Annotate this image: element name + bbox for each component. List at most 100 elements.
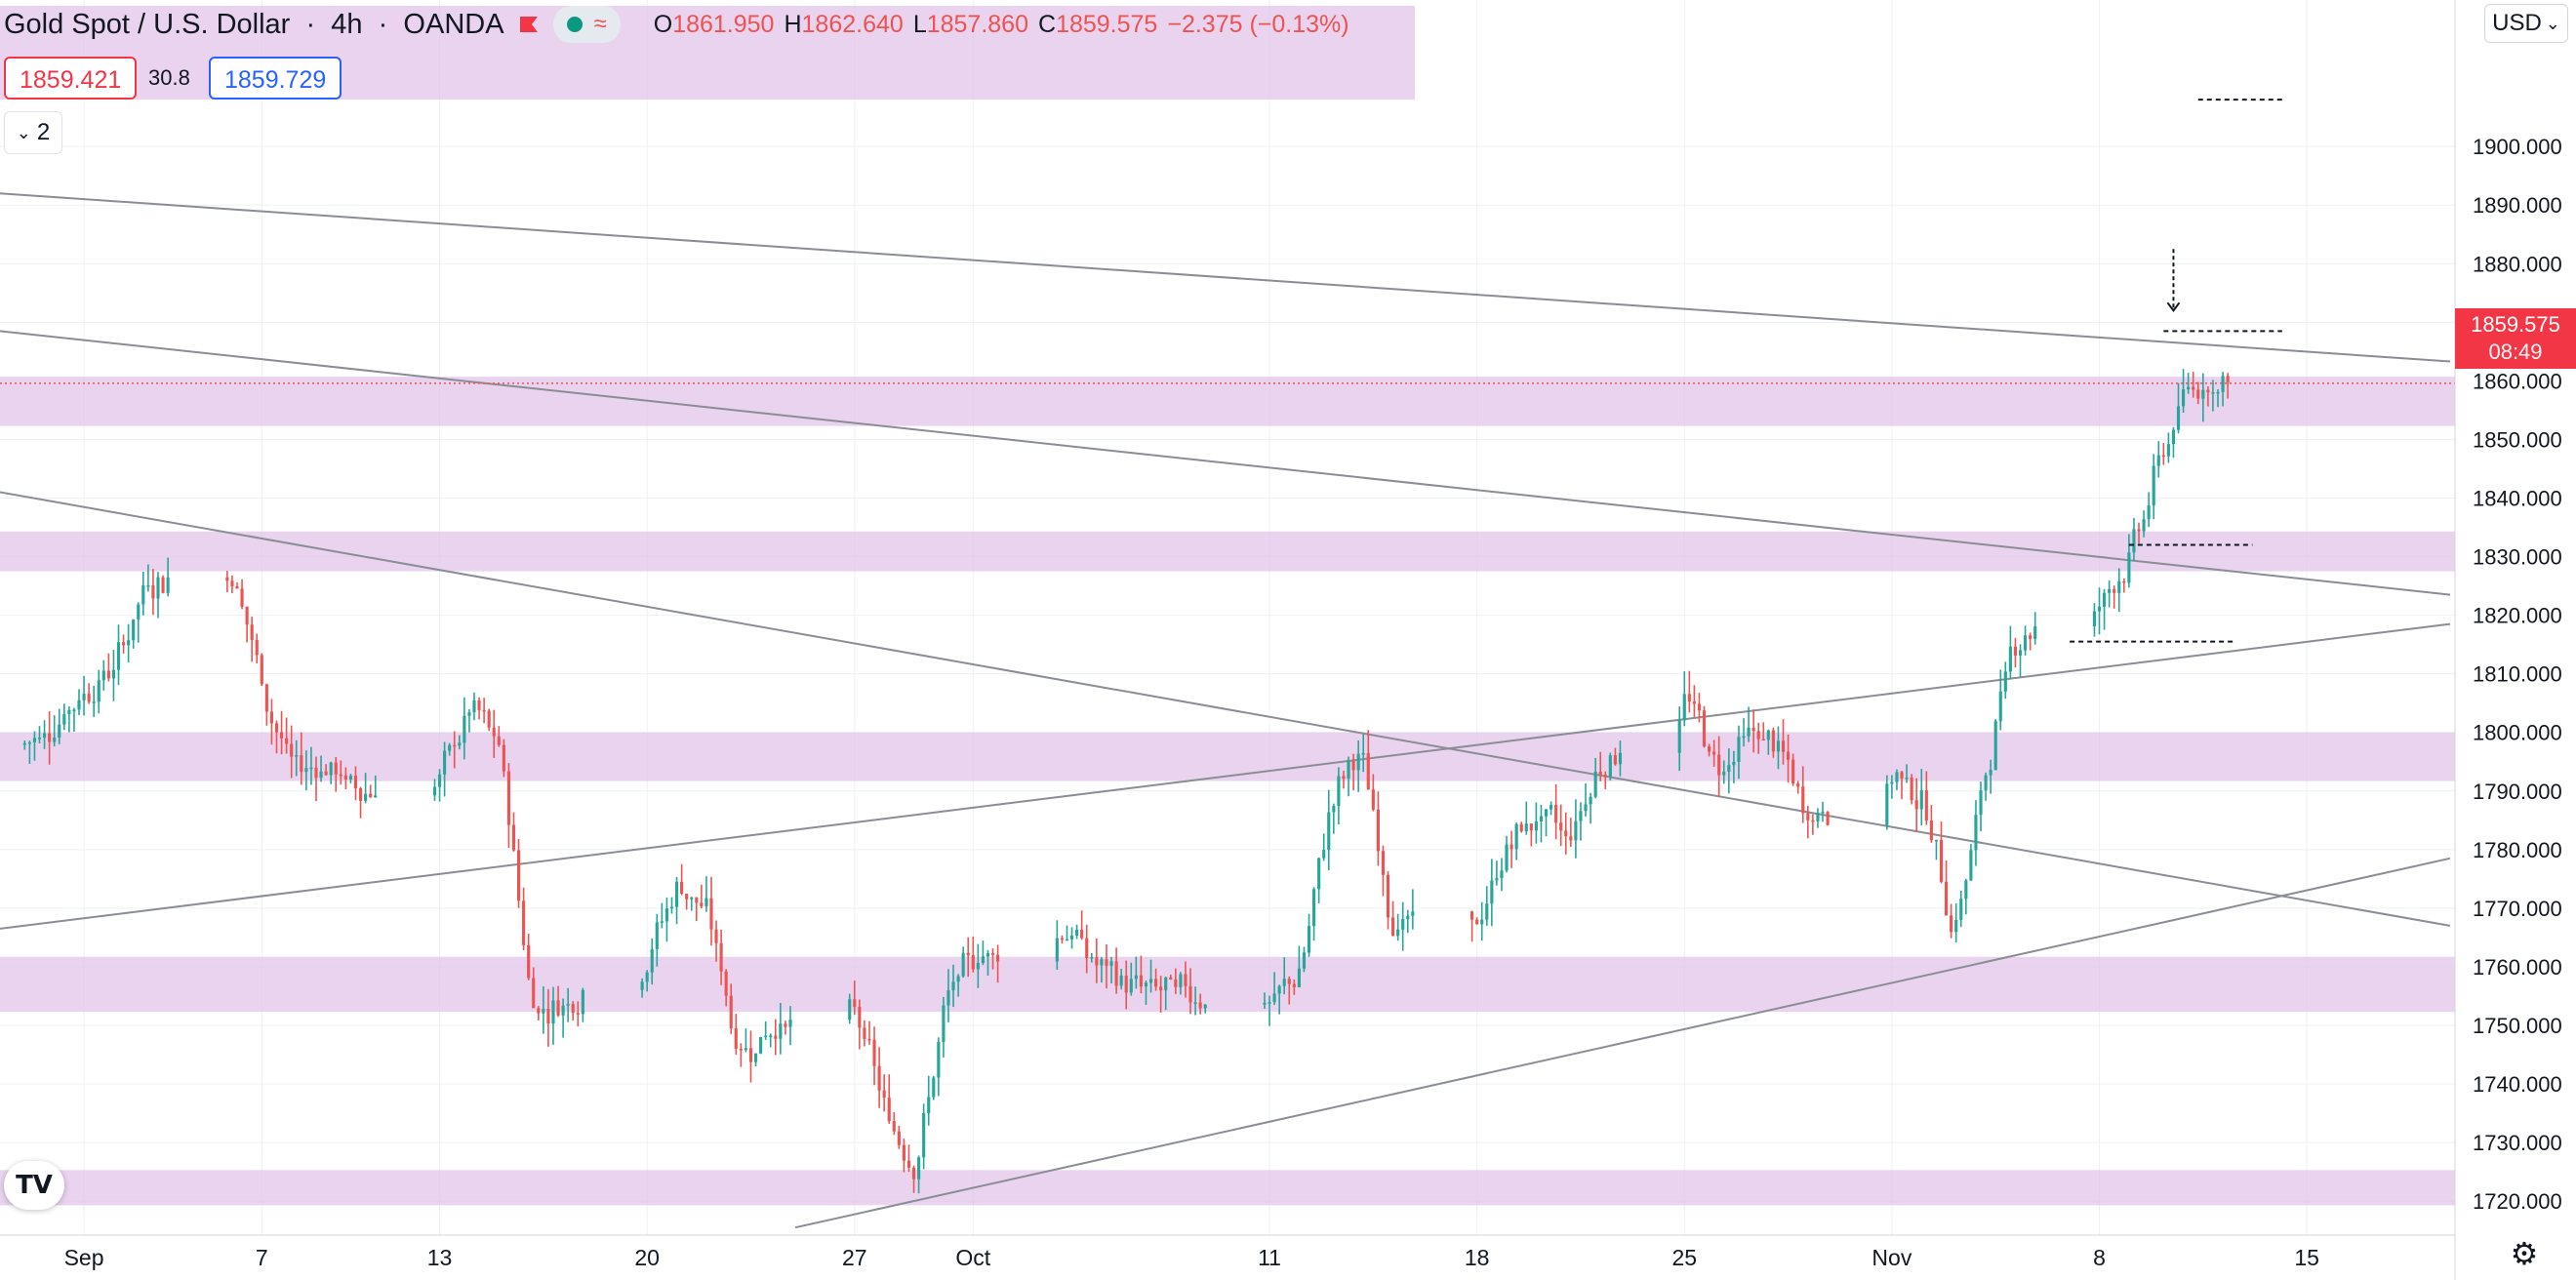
candle-body: [660, 921, 664, 923]
candle-body: [166, 577, 170, 593]
candle-body: [1124, 975, 1128, 993]
candle-body: [67, 709, 71, 715]
candle-body: [1055, 938, 1059, 962]
candle-body: [1776, 740, 1781, 752]
candle-body: [1371, 789, 1375, 810]
candle-body: [1732, 761, 1736, 766]
candle-body: [121, 642, 126, 646]
candle-body: [764, 1035, 768, 1038]
candle-body: [1702, 710, 1707, 747]
candle-body: [1307, 926, 1311, 953]
time-tick-label: Sep: [64, 1245, 104, 1270]
candle-body: [1129, 979, 1133, 993]
candle-body: [1708, 746, 1711, 752]
candle-body: [1924, 790, 1928, 820]
candle-body: [1287, 979, 1291, 984]
candle-body: [1969, 850, 1973, 881]
candle-body: [62, 714, 66, 725]
candle-body: [1322, 849, 1326, 859]
candle-body: [1766, 730, 1770, 740]
flag-icon[interactable]: [518, 15, 540, 34]
candle-body: [502, 744, 505, 772]
candle-body: [976, 962, 980, 970]
candle-body: [1100, 959, 1104, 966]
gear-icon[interactable]: ⚙: [2510, 1235, 2539, 1272]
candle-body: [1179, 974, 1183, 987]
candle-body: [1989, 770, 1992, 776]
candle-body: [1781, 740, 1786, 752]
open-label: O: [653, 10, 673, 38]
candle-body: [709, 898, 713, 930]
candle-body: [477, 700, 481, 710]
candle-body: [1687, 694, 1691, 702]
market-status-pill[interactable]: ≈: [552, 6, 621, 43]
price-tick-label: 1820.000: [2473, 604, 2562, 628]
candle-body: [853, 999, 857, 1007]
candle-body: [956, 976, 960, 982]
candle-body: [2192, 386, 2195, 390]
candle-body: [1550, 805, 1553, 810]
candle-body: [1692, 701, 1696, 704]
candle-body: [1712, 751, 1716, 755]
candle-body: [42, 733, 47, 739]
candle-body: [680, 881, 684, 895]
candle-body: [2142, 519, 2146, 532]
candle-body: [1085, 938, 1089, 959]
sell-button[interactable]: 1859.421: [4, 57, 138, 100]
candle-body: [1539, 816, 1544, 821]
candle-body: [714, 929, 718, 943]
candle-body: [788, 1020, 792, 1027]
time-tick-label: 13: [427, 1245, 453, 1270]
candle-body: [1500, 870, 1504, 879]
symbol-title[interactable]: Gold Spot / U.S. Dollar · 4h · OANDA: [4, 8, 504, 40]
price-zone: [0, 1170, 2455, 1206]
last-price-value: 1859.575: [2471, 312, 2560, 337]
candle-body: [492, 727, 496, 737]
candle-body: [863, 1027, 866, 1039]
candle-body: [561, 1005, 565, 1016]
low-value: 1857.860: [926, 10, 1028, 38]
candle-body: [1950, 915, 1953, 933]
candle-body: [290, 743, 294, 757]
candle-body: [2152, 465, 2155, 506]
candle-body: [2008, 646, 2012, 672]
candle-body: [700, 902, 704, 907]
candle-body: [1188, 985, 1192, 1003]
candle-body: [304, 768, 308, 773]
price-zone: [0, 377, 2455, 426]
candle-body: [343, 775, 347, 780]
time-tick-label: 18: [1465, 1245, 1490, 1270]
candle-body: [358, 788, 363, 801]
candle-body: [127, 640, 131, 646]
candlesticks: [22, 369, 2230, 1194]
candle-body: [932, 1077, 936, 1098]
candle-body: [1979, 790, 1983, 816]
candle-body: [1282, 979, 1286, 986]
price-tick-label: 1860.000: [2473, 369, 2562, 393]
symbol-name: Gold Spot / U.S. Dollar: [4, 8, 291, 40]
candle-body: [274, 723, 279, 733]
candle-body: [1198, 1002, 1202, 1009]
candle-body: [2201, 389, 2205, 399]
tradingview-logo-icon[interactable]: TV: [4, 1161, 64, 1210]
candle-body: [1114, 961, 1118, 986]
candle-body: [2132, 529, 2136, 553]
candle-body: [1885, 783, 1889, 825]
collapse-indicators-button[interactable]: ⌄ 2: [4, 111, 62, 154]
candle-body: [2108, 588, 2112, 593]
candle-body: [314, 767, 318, 779]
candle-body: [1608, 755, 1612, 778]
broker-label: OANDA: [403, 8, 504, 40]
buy-button[interactable]: 1859.729: [209, 57, 342, 100]
candle-body: [1263, 1002, 1267, 1005]
candle-body: [2092, 611, 2097, 627]
candle-body: [1910, 778, 1913, 801]
candle-body: [1569, 836, 1573, 841]
candle-body: [1376, 809, 1380, 852]
candle-body: [1959, 899, 1963, 920]
currency-select[interactable]: USD ⌄: [2484, 4, 2568, 43]
candle-body: [1411, 911, 1415, 916]
annotations: [0, 99, 2455, 643]
